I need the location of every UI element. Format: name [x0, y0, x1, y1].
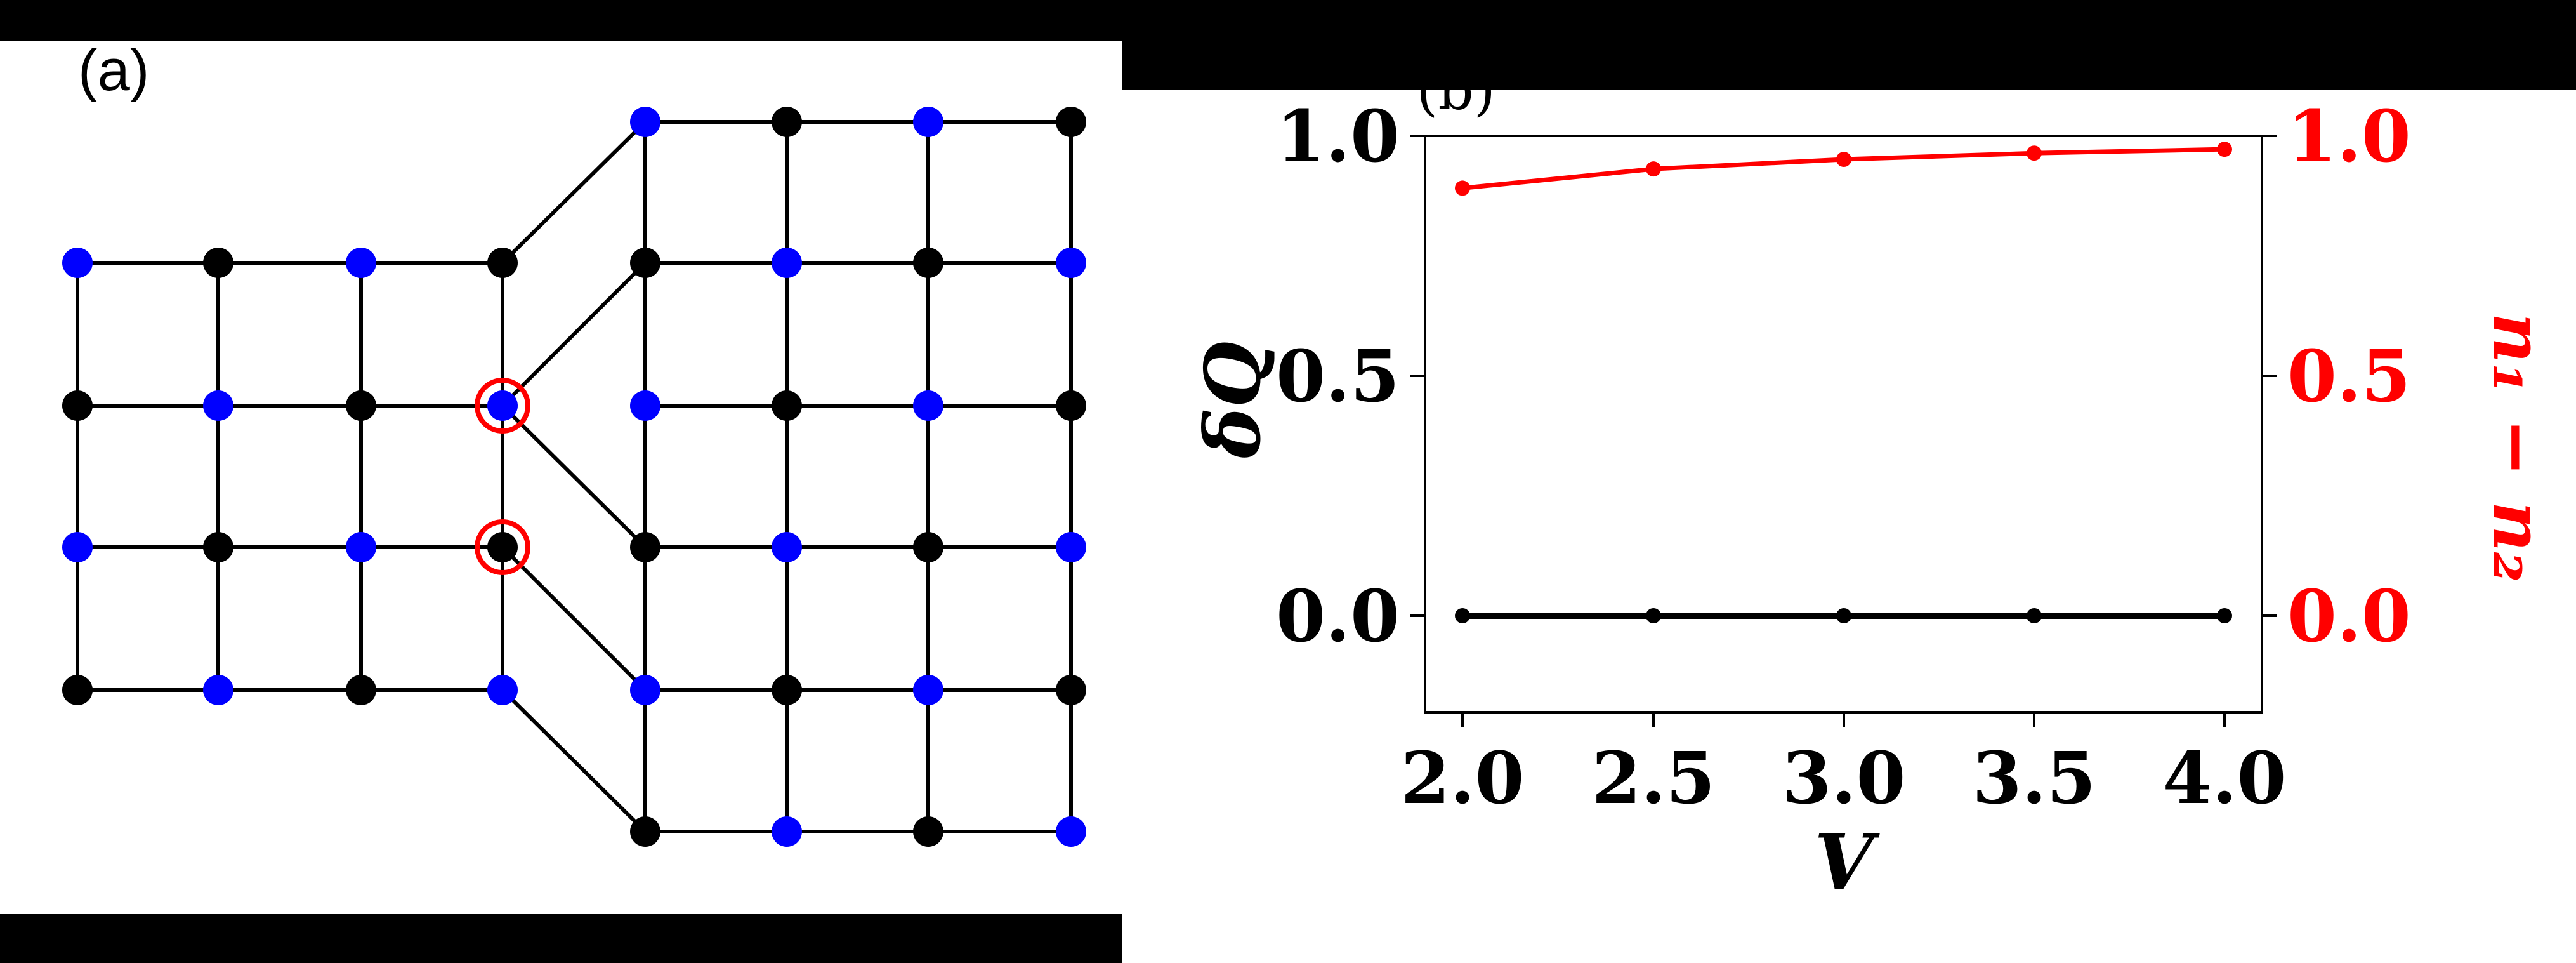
blue-site: [772, 532, 802, 562]
blue-site: [487, 675, 518, 705]
line-chart: (b) 2.0 2.5 3.0 3.5 4.00.0 0.00.5 0.51.0 1.0 V …: [1188, 57, 2559, 907]
data-point: [2217, 142, 2232, 157]
black-site: [203, 248, 233, 278]
black-site: [913, 248, 943, 278]
black-site: [630, 248, 660, 278]
blue-site: [913, 107, 943, 137]
y-tick-label-left: 1.0: [1276, 95, 1400, 178]
black-site: [772, 675, 802, 705]
interface-bond: [501, 545, 647, 692]
blue-site: [772, 248, 802, 278]
redaction-bar: [0, 914, 1122, 963]
blue-site: [630, 390, 660, 421]
black-site: [346, 675, 376, 705]
blue-site: [1056, 248, 1086, 278]
black-site: [1056, 675, 1086, 705]
blue-site: [62, 248, 93, 278]
blue-site: [487, 390, 518, 421]
y-tick-label-right: 0.0: [2287, 575, 2411, 658]
black-site: [630, 532, 660, 562]
black-site: [772, 107, 802, 137]
blue-site: [913, 675, 943, 705]
black-site: [487, 532, 518, 562]
panel-a-label: (a): [78, 38, 149, 103]
x-tick-label: 2.0: [1401, 737, 1525, 820]
x-tick-label: 3.0: [1782, 737, 1906, 820]
interface-bond: [501, 404, 647, 549]
blue-site: [203, 390, 233, 421]
highlight-ring: [475, 519, 530, 575]
y-tick-label-left: 0.5: [1276, 335, 1400, 418]
black-site: [1056, 107, 1086, 137]
plot-frame: [1424, 135, 2263, 714]
interface-bond: [501, 120, 647, 265]
black-site: [62, 675, 93, 705]
y-axis-label-left: δQ: [1188, 342, 1278, 460]
chart-axes: [1410, 135, 2277, 727]
blue-site: [630, 107, 660, 137]
x-tick-label: 2.5: [1592, 737, 1716, 820]
black-site: [913, 532, 943, 562]
blue-site: [1056, 816, 1086, 847]
black-site: [772, 390, 802, 421]
black-site: [913, 816, 943, 847]
black-site: [62, 390, 93, 421]
x-tick-label: 4.0: [2163, 737, 2287, 820]
data-point: [1646, 608, 1661, 623]
chart-series: [1455, 142, 2232, 623]
y-tick-label-right: 1.0: [2287, 95, 2411, 178]
blue-site: [1056, 532, 1086, 562]
data-point: [2217, 608, 2232, 623]
data-point: [2027, 608, 2042, 623]
blue-site: [630, 675, 660, 705]
black-site: [346, 390, 376, 421]
data-point: [1836, 608, 1851, 623]
blue-site: [62, 532, 93, 562]
tick-labels: 2.0 2.5 3.0 3.5 4.00.0 0.00.5 0.51.0 1.0: [1276, 95, 2411, 820]
data-point: [1646, 161, 1661, 177]
x-axis-label: V: [1814, 818, 1880, 907]
data-point: [1455, 608, 1470, 623]
blue-site: [913, 390, 943, 421]
blue-site: [346, 248, 376, 278]
blue-site: [203, 675, 233, 705]
data-point: [2027, 145, 2042, 161]
black-site: [1056, 390, 1086, 421]
blue-site: [346, 532, 376, 562]
data-point: [1836, 152, 1851, 168]
highlight-ring: [475, 378, 530, 434]
y-axis-label-right: n₁ − n₂: [2477, 312, 2559, 582]
interface-bond: [501, 688, 647, 833]
blue-site: [772, 816, 802, 847]
data-point: [1455, 180, 1470, 196]
black-site: [487, 248, 518, 278]
interface-bond: [501, 261, 647, 408]
y-tick-label-left: 0.0: [1276, 575, 1400, 658]
black-site: [630, 816, 660, 847]
redaction-bar: [1122, 0, 2576, 90]
black-site: [203, 532, 233, 562]
y-tick-label-right: 0.5: [2287, 335, 2411, 418]
lattice-diagram: [62, 107, 1086, 847]
x-tick-label: 3.5: [1973, 737, 2096, 820]
